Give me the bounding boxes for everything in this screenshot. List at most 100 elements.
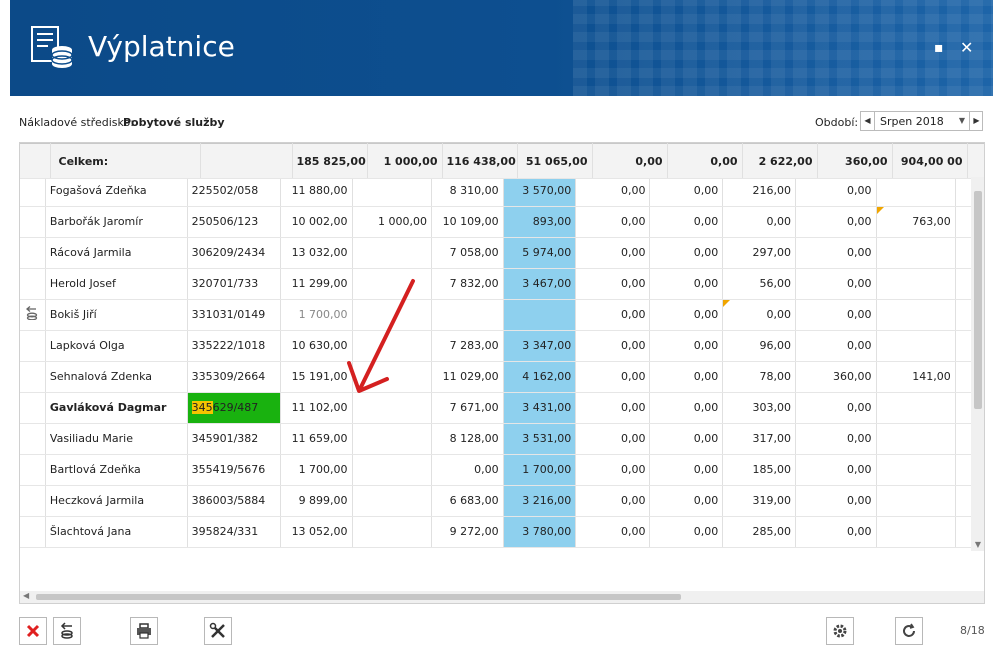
- cell-fakult[interactable]: 360,00: [795, 361, 877, 393]
- cell-client[interactable]: Vasiliadu Marie: [45, 423, 188, 455]
- cell-preplatky[interactable]: 0,00: [575, 299, 651, 331]
- cell-uhrada[interactable]: 8 310,00: [431, 175, 504, 207]
- cell-jiny[interactable]: [352, 175, 433, 207]
- cell-preplatky[interactable]: 0,00: [575, 516, 651, 548]
- table-row[interactable]: Vasiliadu Marie 345901/382 11 659,00 8 128,…: [20, 423, 984, 455]
- cell-preplatky[interactable]: 0,00: [575, 454, 651, 486]
- cell-fakult[interactable]: 0,00: [795, 299, 877, 331]
- cell-prijmy[interactable]: 1 700,00: [280, 299, 353, 331]
- cell-jiny[interactable]: [352, 485, 433, 517]
- cell-inko[interactable]: 0,00: [649, 392, 724, 424]
- cell-rodne-cislo[interactable]: 395824/331: [187, 516, 281, 548]
- cell-fakult[interactable]: 0,00: [795, 392, 877, 424]
- cell-pravid[interactable]: 141,00: [876, 361, 956, 393]
- cell-rodne-cislo[interactable]: 306209/2434: [187, 237, 281, 269]
- cell-zustatek[interactable]: 3 780,00: [503, 516, 577, 548]
- cell-inko[interactable]: 0,00: [649, 237, 724, 269]
- cell-fakult[interactable]: 0,00: [795, 237, 877, 269]
- close-icon[interactable]: ✕: [960, 38, 974, 57]
- cell-zustatek[interactable]: 5 974,00: [503, 237, 577, 269]
- cell-fakult[interactable]: 0,00: [795, 423, 877, 455]
- cell-pravid[interactable]: [876, 299, 956, 331]
- cell-client[interactable]: Lapková Olga: [45, 330, 188, 362]
- cell-leky[interactable]: 185,00: [722, 454, 797, 486]
- cell-pravid[interactable]: [876, 516, 956, 548]
- cell-jiny[interactable]: [352, 454, 433, 486]
- cell-leky[interactable]: 319,00: [722, 485, 797, 517]
- cell-zustatek[interactable]: 1 700,00: [503, 454, 577, 486]
- cell-rodne-cislo[interactable]: 320701/733: [187, 268, 281, 300]
- cell-jiny[interactable]: [352, 330, 433, 362]
- cell-client[interactable]: Fogašová Zdeňka: [45, 175, 188, 207]
- cell-rodne-cislo[interactable]: 331031/0149: [187, 299, 281, 331]
- cell-jiny[interactable]: [352, 392, 433, 424]
- cell-jiny[interactable]: [352, 237, 433, 269]
- cell-jiny[interactable]: [352, 268, 433, 300]
- cell-zustatek[interactable]: 3 467,00: [503, 268, 577, 300]
- cell-fakult[interactable]: 0,00: [795, 268, 877, 300]
- cell-uhrada[interactable]: 9 272,00: [431, 516, 504, 548]
- cell-client[interactable]: Sehnalová Zdenka: [45, 361, 188, 393]
- cell-inko[interactable]: 0,00: [649, 206, 724, 238]
- table-row[interactable]: Fogašová Zdeňka 225502/058 11 880,00 8 310,…: [20, 175, 984, 207]
- cell-inko[interactable]: 0,00: [649, 361, 724, 393]
- cell-zustatek[interactable]: 3 570,00: [503, 175, 577, 207]
- table-row[interactable]: Sehnalová Zdenka 335309/2664 15 191,00 11 0…: [20, 361, 984, 393]
- cell-prijmy[interactable]: 15 191,00: [280, 361, 353, 393]
- cell-client[interactable]: Gavláková Dagmar: [45, 392, 188, 424]
- cell-inko[interactable]: 0,00: [649, 175, 724, 207]
- cell-fakult[interactable]: 0,00: [795, 330, 877, 362]
- cell-leky[interactable]: 303,00: [722, 392, 797, 424]
- cell-uhrada[interactable]: 7 671,00: [431, 392, 504, 424]
- cell-client[interactable]: Barbořák Jaromír: [45, 206, 188, 238]
- cell-prijmy[interactable]: 13 032,00: [280, 237, 353, 269]
- cell-preplatky[interactable]: 0,00: [575, 206, 651, 238]
- horizontal-scrollbar[interactable]: ◀: [20, 591, 984, 603]
- cell-zustatek[interactable]: [503, 299, 577, 331]
- table-row[interactable]: Lapková Olga 335222/1018 10 630,00 7 283,00…: [20, 330, 984, 362]
- cell-rodne-cislo[interactable]: 355419/5676: [187, 454, 281, 486]
- scroll-down-icon[interactable]: ▼: [974, 540, 982, 549]
- cell-uhrada[interactable]: 8 128,00: [431, 423, 504, 455]
- cell-zustatek[interactable]: 3 531,00: [503, 423, 577, 455]
- cell-zustatek[interactable]: 4 162,00: [503, 361, 577, 393]
- cell-uhrada[interactable]: 6 683,00: [431, 485, 504, 517]
- scroll-left-icon[interactable]: ◀: [23, 591, 30, 600]
- cell-client[interactable]: Heczková Jarmila: [45, 485, 188, 517]
- payout-button[interactable]: [53, 617, 81, 645]
- cell-pravid[interactable]: [876, 175, 956, 207]
- cell-inko[interactable]: 0,00: [649, 268, 724, 300]
- cell-fakult[interactable]: 0,00: [795, 485, 877, 517]
- cell-fakult[interactable]: 0,00: [795, 516, 877, 548]
- refresh-button[interactable]: [895, 617, 923, 645]
- cell-pravid[interactable]: [876, 268, 956, 300]
- cell-prijmy[interactable]: 11 102,00: [280, 392, 353, 424]
- cell-prijmy[interactable]: 11 299,00: [280, 268, 353, 300]
- cell-client[interactable]: Bokiš Jiří: [45, 299, 188, 331]
- cell-preplatky[interactable]: 0,00: [575, 423, 651, 455]
- table-row[interactable]: Herold Josef 320701/733 11 299,00 7 832,00 3…: [20, 268, 984, 300]
- cell-prijmy[interactable]: 11 880,00: [280, 175, 353, 207]
- period-selector[interactable]: ◀ Srpen 2018 ▼ ▶: [860, 111, 983, 131]
- cell-prijmy[interactable]: 11 659,00: [280, 423, 353, 455]
- cell-uhrada[interactable]: 10 109,00: [431, 206, 504, 238]
- cell-uhrada[interactable]: 0,00: [431, 454, 504, 486]
- cell-inko[interactable]: 0,00: [649, 299, 724, 331]
- cell-fakult[interactable]: 0,00: [795, 454, 877, 486]
- cell-rodne-cislo[interactable]: 335309/2664: [187, 361, 281, 393]
- cell-jiny[interactable]: [352, 423, 433, 455]
- table-row[interactable]: Barbořák Jaromír 250506/123 10 002,00 1 000…: [20, 206, 984, 238]
- cell-preplatky[interactable]: 0,00: [575, 485, 651, 517]
- cell-rodne-cislo[interactable]: 225502/058: [187, 175, 281, 207]
- cell-pravid[interactable]: [876, 330, 956, 362]
- cell-zustatek[interactable]: 3 347,00: [503, 330, 577, 362]
- cell-rodne-cislo[interactable]: 345901/382: [187, 423, 281, 455]
- cell-fakult[interactable]: 0,00: [795, 175, 877, 207]
- table-row[interactable]: Bokiš Jiří 331031/0149 1 700,00 0,00 0,00 0,0…: [20, 299, 984, 331]
- cell-leky[interactable]: 78,00: [722, 361, 797, 393]
- cell-leky[interactable]: 0,00: [722, 299, 797, 331]
- cell-inko[interactable]: 0,00: [649, 485, 724, 517]
- table-row[interactable]: Rácová Jarmila 306209/2434 13 032,00 7 058,…: [20, 237, 984, 269]
- cell-prijmy[interactable]: 10 630,00: [280, 330, 353, 362]
- cell-jiny[interactable]: [352, 516, 433, 548]
